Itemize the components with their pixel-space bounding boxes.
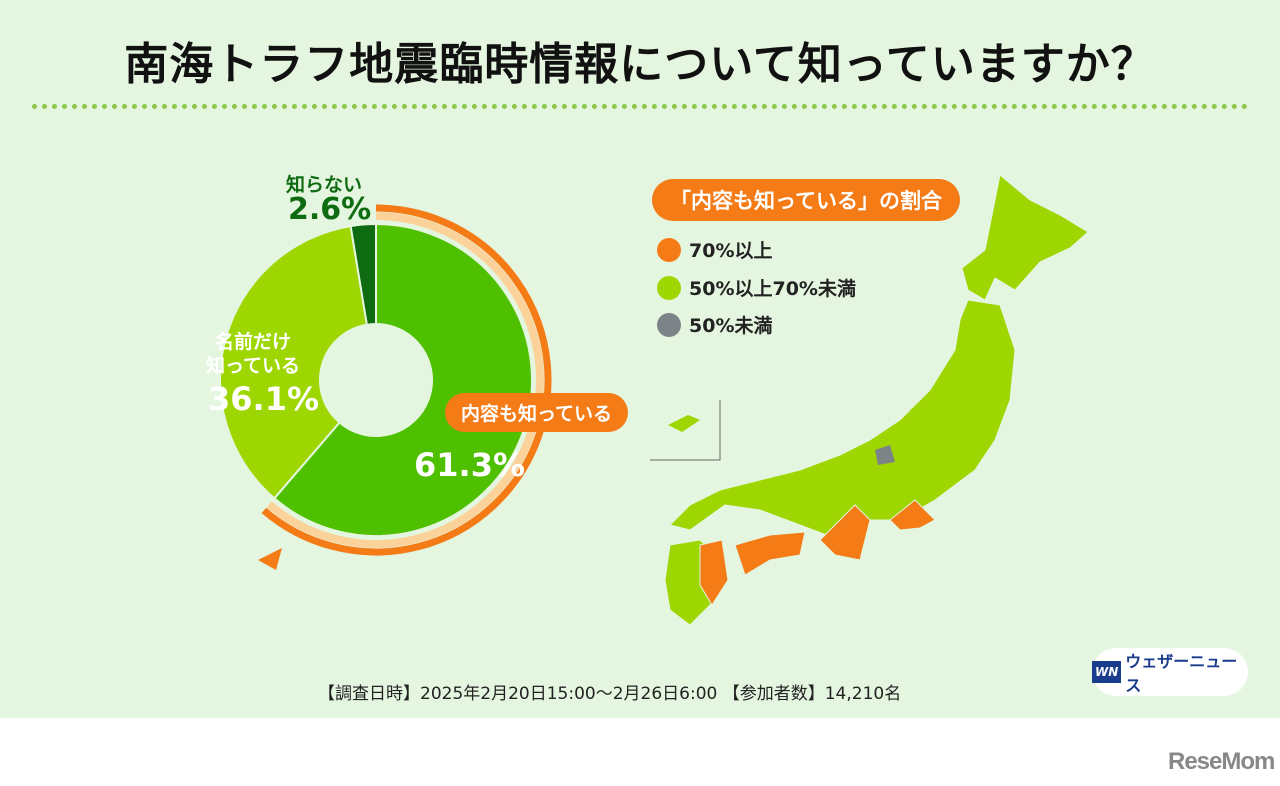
- legend-item: 70%以上: [657, 236, 772, 263]
- infographic-panel: [0, 0, 1280, 718]
- map-kii: [819, 504, 871, 561]
- label-name-only: 名前だけ 知っている: [206, 330, 300, 378]
- weathernews-logo: WN ウェザーニュース: [1092, 648, 1248, 696]
- legend-swatch-icon: [657, 275, 681, 300]
- label-know-content: 内容も知っている: [445, 393, 629, 432]
- donut-chart: [219, 174, 1089, 626]
- map-sado: [910, 402, 920, 418]
- logo-mark: WN: [1092, 661, 1122, 683]
- legend-label: 50%未満: [689, 315, 773, 337]
- legend-label: 50%以上70%未満: [689, 278, 856, 300]
- japan-map: [650, 174, 1089, 626]
- map-hokkaido: [961, 174, 1089, 301]
- map-shikoku: [734, 531, 806, 576]
- page-title: 南海トラフ地震臨時情報について知っていますか？: [124, 39, 1156, 90]
- survey-footnote: 【調査日時】2025年2月20日15:00〜2月26日6:00 【参加者数】14…: [318, 684, 902, 704]
- value-know-content: 61.3%: [414, 446, 526, 484]
- map-okinawa: [668, 415, 700, 432]
- map-kyushu-east: [699, 539, 729, 606]
- map-inset-line: [650, 400, 721, 461]
- logo-text: ウェザーニュース: [1125, 652, 1238, 695]
- value-name-only: 36.1%: [208, 380, 320, 418]
- arrow-head-icon: [258, 548, 282, 570]
- map-honshu: [669, 299, 1016, 541]
- donut-slice: [272, 222, 533, 537]
- donut-slice: [219, 224, 369, 500]
- map-toyama: [875, 445, 895, 465]
- label-line: 知っている: [206, 355, 301, 377]
- legend-item: 50%以上70%未満: [657, 274, 856, 301]
- label-line: 名前だけ: [215, 331, 292, 353]
- value-unknown: 2.6%: [288, 192, 372, 227]
- legend-swatch-icon: [657, 312, 681, 337]
- donut-slice: [349, 222, 377, 326]
- legend-item: 50%未満: [657, 311, 772, 338]
- dotted-divider: [32, 104, 1248, 109]
- arrow-arc-light: [266, 212, 544, 548]
- arrow-arc: [261, 204, 552, 556]
- donut-hole: [321, 325, 431, 435]
- map-tokai: [889, 499, 936, 531]
- legend-label: 70%以上: [689, 240, 773, 262]
- label-unknown: 知らない: [286, 174, 363, 196]
- resemom-watermark: ReseMom: [1168, 748, 1275, 775]
- map-legend-title: 「内容も知っている」の割合: [652, 179, 960, 221]
- legend-swatch-icon: [657, 237, 681, 262]
